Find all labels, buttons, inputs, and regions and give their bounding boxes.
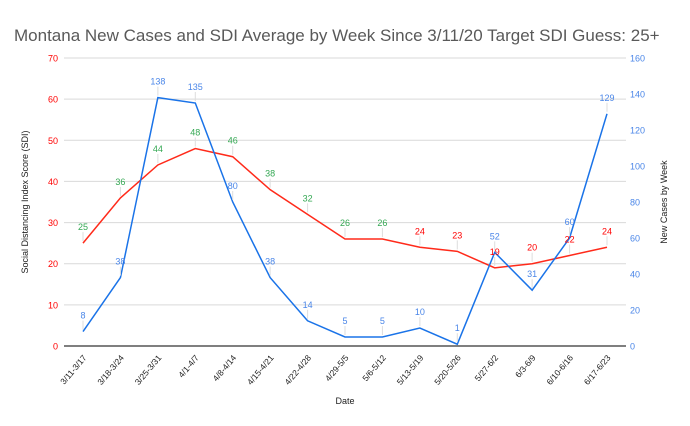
chart-title: Montana New Cases and SDI Average by Wee…	[14, 26, 660, 45]
right-tick-label: 40	[630, 270, 640, 280]
sdi-line	[82, 147, 608, 269]
gridlines	[64, 57, 626, 347]
right-tick-label: 140	[630, 90, 645, 100]
cases-data-label: 38	[115, 257, 125, 267]
left-tick-label: 40	[48, 177, 58, 187]
x-tick-label: 5/20-5/26	[432, 353, 463, 387]
x-axis-label: Date	[335, 396, 354, 406]
sdi-data-label: 24	[602, 226, 612, 236]
sdi-data-label: 22	[565, 234, 575, 244]
sdi-data-label: 26	[340, 218, 350, 228]
x-tick-label: 3/11-3/17	[58, 353, 89, 387]
sdi-data-label: 36	[115, 177, 125, 187]
right-tick-label: 20	[630, 306, 640, 316]
cases-data-label: 52	[490, 231, 500, 241]
series-lines	[82, 96, 608, 346]
sdi-data-label: 19	[490, 247, 500, 257]
sdi-data-label: 25	[78, 222, 88, 232]
x-tick-label: 5/13-5/19	[395, 353, 426, 387]
right-tick-label: 120	[630, 126, 645, 136]
x-tick-label: 6/10-6/16	[544, 353, 575, 387]
cases-data-label: 38	[265, 257, 275, 267]
right-axis-ticks: 0 20 40 60 80 100 120 140 160	[630, 54, 645, 352]
cases-data-label: 138	[150, 77, 165, 87]
x-tick-label: 4/29-5/5	[323, 353, 351, 384]
left-axis-ticks: 0 10 20 30 40 50 60 70	[48, 54, 58, 352]
left-tick-label: 70	[48, 54, 58, 64]
right-tick-label: 160	[630, 54, 645, 64]
sdi-data-label: 26	[377, 218, 387, 228]
sdi-data-label: 38	[265, 169, 275, 179]
cases-data-label: 135	[188, 82, 203, 92]
cases-data-label: 14	[303, 300, 313, 310]
cases-data-label: 1	[455, 323, 460, 333]
x-tick-label: 5/6-5/12	[360, 353, 388, 384]
sdi-data-label: 24	[415, 226, 425, 236]
cases-data-label: 129	[599, 93, 614, 103]
right-tick-label: 100	[630, 162, 645, 172]
left-tick-label: 10	[48, 300, 58, 310]
left-tick-label: 60	[48, 95, 58, 105]
x-tick-label: 5/27-6/2	[473, 353, 501, 384]
sdi-data-label: 48	[190, 128, 200, 138]
x-tick-label: 4/8-4/14	[211, 353, 239, 384]
x-tick-label: 4/22-4/28	[282, 353, 313, 387]
sdi-data-label: 20	[527, 243, 537, 253]
sdi-data-label: 32	[303, 193, 313, 203]
right-tick-label: 60	[630, 234, 640, 244]
cases-line	[82, 96, 608, 346]
cases-data-label: 10	[415, 307, 425, 317]
cases-data-label: 8	[80, 311, 85, 321]
cases-data-label: 31	[527, 269, 537, 279]
cases-data-label: 80	[228, 181, 238, 191]
x-tick-label: 6/3-6/9	[513, 353, 538, 380]
x-tick-label: 6/17-6/23	[582, 353, 613, 387]
x-tick-label: 4/1-4/7	[176, 353, 201, 380]
cases-data-label: 60	[565, 217, 575, 227]
cases-data-label: 5	[342, 316, 347, 326]
left-tick-label: 20	[48, 259, 58, 269]
left-tick-label: 50	[48, 136, 58, 146]
right-axis-label: New Cases by Week	[659, 160, 669, 244]
left-tick-label: 30	[48, 218, 58, 228]
left-tick-label: 0	[53, 342, 58, 352]
left-axis-label: Social Distancing Index Score (SDI)	[20, 130, 30, 273]
sdi-data-label: 23	[452, 230, 462, 240]
right-tick-label: 80	[630, 198, 640, 208]
x-tick-label: 3/18-3/24	[95, 353, 126, 387]
cases-data-label: 5	[380, 316, 385, 326]
x-tick-label: 3/25-3/31	[133, 353, 164, 387]
sdi-data-label: 44	[153, 144, 163, 154]
x-axis-ticks: 3/11-3/17 3/18-3/24 3/25-3/31 4/1-4/7 4/8-4/…	[58, 353, 613, 387]
sdi-data-label: 46	[228, 136, 238, 146]
x-tick-label: 4/15-4/21	[245, 353, 276, 387]
right-tick-label: 0	[630, 342, 635, 352]
